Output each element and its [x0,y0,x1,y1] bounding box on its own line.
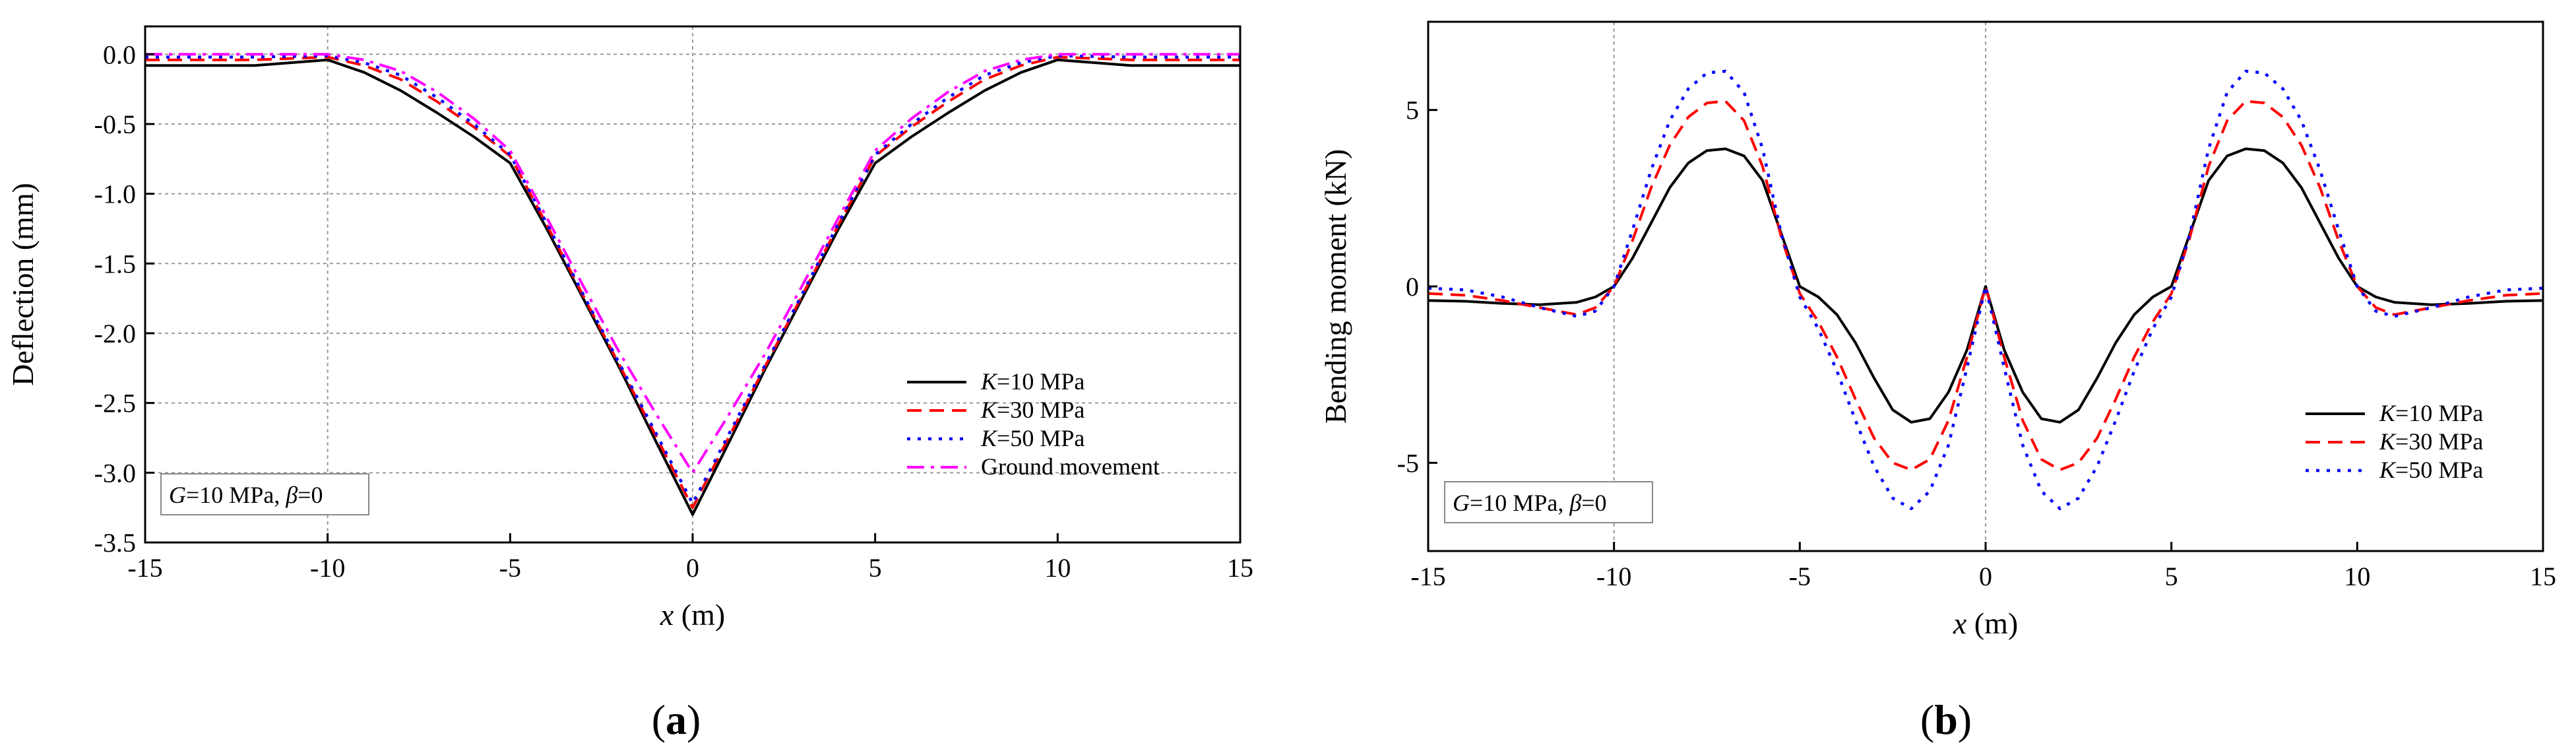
legend-entry-3: K=50 MPa [980,425,1084,451]
x-axis-label: x (m) [1953,606,2018,640]
x-axis-label: x (m) [660,598,725,632]
x-tick-label: -10 [1596,562,1631,591]
series-line-3 [1428,69,2543,511]
x-tick-label: 5 [2165,562,2178,591]
annotation-box [160,473,369,515]
y-tick-label: -3.0 [94,458,136,488]
y-tick-label: -1.0 [94,180,136,209]
panel-label: (b) [1920,696,1972,743]
y-tick-label: -2.5 [94,389,136,418]
legend-entry-2: K=30 MPa [980,397,1084,423]
x-tick-label: 0 [1979,562,1992,591]
y-tick-label: -3.5 [94,528,136,558]
series-line-1 [1428,147,2543,424]
series-line-1 [145,58,1240,516]
x-tick-label: -15 [1410,562,1445,591]
y-tick-label: 0.0 [103,40,136,69]
x-tick-label: 5 [869,553,882,583]
series-line-2 [145,55,1240,509]
x-tick-label: -15 [127,553,162,583]
x-tick-label: -10 [310,553,345,583]
x-tick-label: 10 [2344,562,2370,591]
legend-entry-3: K=50 MPa [2379,457,2483,483]
x-tick-label: 10 [1044,553,1071,583]
x-tick-label: 15 [2530,562,2556,591]
y-tick-label: 0 [1406,272,1419,302]
y-tick-label: -5 [1397,448,1419,478]
annotation-box [1444,481,1653,523]
y-tick-label: -0.5 [94,110,136,139]
legend-entry-1: K=10 MPa [2379,400,2483,426]
series-line-4 [145,53,1240,474]
y-tick-label: -2.0 [94,319,136,348]
x-tick-label: 15 [1227,553,1253,583]
x-tick-label: -5 [499,553,521,583]
y-axis-label: Bending moment (kN) [1319,149,1352,424]
chart-panel-a: -15 -10 -5 0 5 10 15 0.0 -0.5 -1.0 -1.5 -2.0 -2.5 -3.… [6,25,1253,743]
chart-panel-b: -15 -10 -5 0 5 10 15 5 0 -5 x (m) Bending moment (k… [1319,20,2556,743]
legend-entry-1: K=10 MPa [980,368,1084,395]
x-tick-label: 0 [686,553,699,583]
legend-entry-4: Ground movement [981,453,1160,480]
y-tick-label: 5 [1406,96,1419,125]
annotation-text: G=10 MPa, β=0 [169,482,323,508]
x-tick-label: -5 [1789,562,1811,591]
annotation-text: G=10 MPa, β=0 [1453,490,1607,516]
legend-entry-2: K=30 MPa [2379,428,2483,455]
panel-label: (a) [652,696,701,743]
y-axis-label: Deflection (mm) [6,183,40,386]
y-tick-label: -1.5 [94,249,136,278]
